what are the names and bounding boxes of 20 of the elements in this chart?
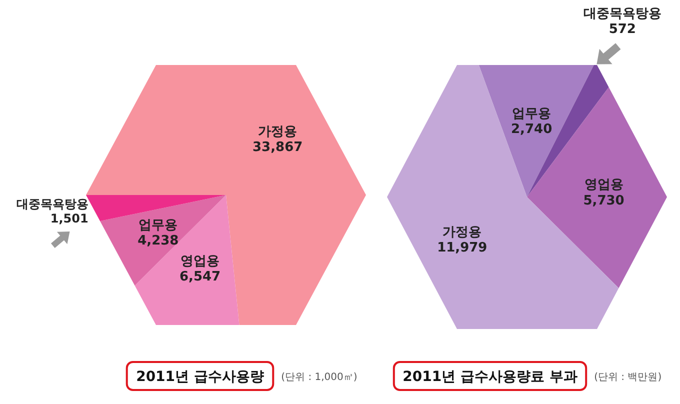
data-label: 4,238	[138, 233, 179, 248]
text: 2011년 급수사용량료 부과	[402, 369, 578, 385]
text: (단위 : 백만원)	[594, 372, 662, 383]
data-label: 2,740	[511, 122, 552, 138]
slice-label: 영업용	[180, 254, 220, 269]
data-label: 6,547	[179, 269, 221, 284]
slice-label: 대중목욕탕용	[16, 197, 88, 212]
text: (단위 : 1,000㎥)	[281, 372, 358, 383]
slice-label: 가정용	[258, 124, 298, 140]
slice-label: 업무용	[512, 106, 552, 122]
slice-label: 대중목욕탕용	[583, 6, 662, 22]
slice-label: 업무용	[138, 218, 178, 233]
data-label: 572	[608, 22, 636, 38]
data-label: 1,501	[50, 212, 88, 226]
slice-label: 가정용	[442, 224, 482, 240]
slice-label: 영업용	[584, 178, 624, 193]
data-label: 33,867	[252, 140, 303, 155]
data-label: 11,979	[437, 240, 488, 256]
text: 2011년 급수사용량	[136, 369, 264, 385]
data-label: 5,730	[583, 193, 624, 208]
